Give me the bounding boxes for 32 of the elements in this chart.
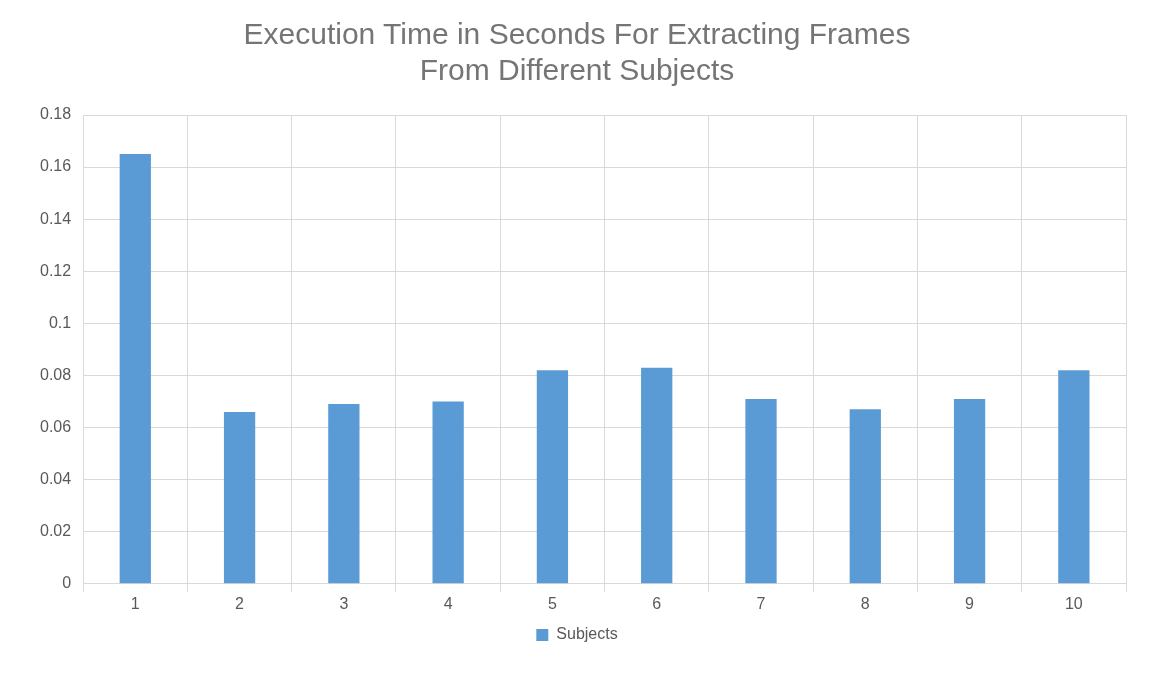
bar xyxy=(849,409,881,584)
y-tick-label: 0.12 xyxy=(40,261,72,279)
chart-title: Execution Time in Seconds For Extracting Frames From Different Subjects xyxy=(243,17,911,87)
bar xyxy=(1058,370,1090,584)
x-tick-label: 7 xyxy=(756,594,766,612)
legend-label: Subjects xyxy=(556,625,618,643)
y-tick-label: 0.08 xyxy=(40,365,72,383)
y-tick-label: 0 xyxy=(62,574,72,592)
bar xyxy=(641,367,673,584)
bar xyxy=(432,401,464,584)
x-tick-label: 4 xyxy=(443,594,453,612)
x-tick-label: 5 xyxy=(547,594,557,612)
x-tick-label: 2 xyxy=(235,594,245,612)
y-tick-label: 0.04 xyxy=(40,470,72,488)
x-tick-label: 3 xyxy=(339,594,349,612)
y-tick-label: 0.16 xyxy=(40,157,72,175)
y-tick-label: 0.1 xyxy=(48,313,72,331)
x-tick-label: 9 xyxy=(965,594,975,612)
x-tick-label: 8 xyxy=(860,594,870,612)
y-tick-label: 0.14 xyxy=(40,209,72,227)
bar xyxy=(119,154,151,584)
x-tick-label: 10 xyxy=(1064,594,1083,612)
bar xyxy=(953,398,986,584)
x-tick-label: 6 xyxy=(652,594,662,612)
x-tick-label: 1 xyxy=(130,594,140,612)
bar xyxy=(223,411,256,584)
bar xyxy=(536,370,569,584)
bar xyxy=(328,404,360,584)
y-tick-label: 0.18 xyxy=(40,105,72,123)
bar xyxy=(745,398,777,584)
y-tick-label: 0.06 xyxy=(40,417,72,435)
y-tick-label: 0.02 xyxy=(40,522,72,540)
